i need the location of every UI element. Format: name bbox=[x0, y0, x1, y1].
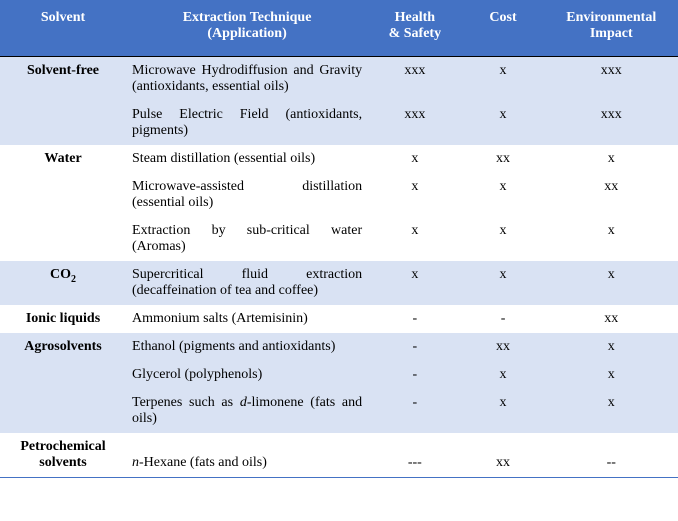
rating-hs: x bbox=[411, 267, 418, 282]
rating-env: x bbox=[608, 223, 615, 238]
rating-env: xxx bbox=[601, 107, 622, 122]
technique-text: Microwave Hydrodiffusion and Gravity (an… bbox=[132, 63, 362, 94]
rating-hs: --- bbox=[408, 455, 422, 470]
rating-env: -- bbox=[607, 455, 616, 470]
technique-text: Supercritical fluid extraction (decaffei… bbox=[132, 267, 362, 298]
table-row: Microwave-assisted distillation (essenti… bbox=[0, 173, 678, 217]
technique-text: Ammonium salts (Artemisinin) bbox=[132, 311, 308, 326]
technique-text: Steam distillation (essential oils) bbox=[132, 151, 315, 166]
rating-hs: - bbox=[413, 367, 418, 382]
technique-text: Extraction by sub-critical water (Aromas… bbox=[132, 223, 362, 254]
rating-hs: - bbox=[413, 395, 418, 410]
rating-cost: x bbox=[500, 107, 507, 122]
technique-text: Glycerol (polyphenols) bbox=[132, 367, 262, 382]
rating-env: x bbox=[608, 339, 615, 354]
technique-text: Terpenes such as d-limonene (fats and oi… bbox=[132, 395, 362, 426]
solvent-group: Agrosolvents bbox=[24, 339, 102, 354]
rating-cost: x bbox=[500, 395, 507, 410]
extraction-techniques-table: Solvent Extraction Technique(Application)… bbox=[0, 0, 678, 478]
rating-cost: x bbox=[500, 367, 507, 382]
rating-cost: - bbox=[501, 311, 506, 326]
table-header-row: Solvent Extraction Technique(Application)… bbox=[0, 0, 678, 57]
table-row: Glycerol (polyphenols) - x x bbox=[0, 361, 678, 389]
technique-text: n-Hexane (fats and oils) bbox=[132, 455, 267, 470]
rating-env: xx bbox=[604, 311, 618, 326]
rating-hs: xxx bbox=[404, 63, 425, 78]
rating-cost: xx bbox=[496, 455, 510, 470]
solvent-group: Petrochemical solvents bbox=[20, 439, 105, 470]
rating-hs: x bbox=[411, 223, 418, 238]
rating-cost: x bbox=[500, 223, 507, 238]
rating-cost: x bbox=[500, 267, 507, 282]
solvent-group: Water bbox=[44, 151, 81, 166]
technique-text: Microwave-assisted distillation (essenti… bbox=[132, 179, 362, 210]
table-row: Terpenes such as d-limonene (fats and oi… bbox=[0, 389, 678, 433]
rating-env: x bbox=[608, 395, 615, 410]
rating-env: x bbox=[608, 267, 615, 282]
rating-cost: xx bbox=[496, 339, 510, 354]
rating-env: xx bbox=[604, 179, 618, 194]
header-hs-l2: & Safety bbox=[389, 26, 442, 41]
table-row: CO2 Supercritical fluid extraction (decaf… bbox=[0, 261, 678, 305]
rating-hs: xxx bbox=[404, 107, 425, 122]
solvent-group: CO2 bbox=[50, 267, 76, 282]
table-row: Water Steam distillation (essential oils)… bbox=[0, 145, 678, 173]
header-env-l2: Impact bbox=[590, 26, 633, 41]
table-row: Petrochemical solvents n-Hexane (fats and… bbox=[0, 433, 678, 477]
header-solvent: Solvent bbox=[41, 10, 85, 25]
rating-hs: x bbox=[411, 151, 418, 166]
header-technique-l2: (Application) bbox=[207, 26, 286, 41]
table-row: Extraction by sub-critical water (Aromas… bbox=[0, 217, 678, 261]
solvent-group: Ionic liquids bbox=[26, 311, 100, 326]
rating-env: x bbox=[608, 151, 615, 166]
table-row: Solvent-free Microwave Hydrodiffusion and… bbox=[0, 57, 678, 102]
rating-env: x bbox=[608, 367, 615, 382]
rating-env: xxx bbox=[601, 63, 622, 78]
header-cost: Cost bbox=[489, 10, 516, 25]
technique-text: Ethanol (pigments and antioxidants) bbox=[132, 339, 335, 354]
header-env-l1: Environmental bbox=[566, 10, 656, 25]
solvent-group: Solvent-free bbox=[27, 63, 99, 78]
rating-hs: - bbox=[413, 311, 418, 326]
rating-cost: x bbox=[500, 63, 507, 78]
header-hs-l1: Health bbox=[395, 10, 435, 25]
table-row: Pulse Electric Field (antioxidants, pigm… bbox=[0, 101, 678, 145]
rating-hs: x bbox=[411, 179, 418, 194]
table-footer-rule bbox=[0, 477, 678, 478]
rating-hs: - bbox=[413, 339, 418, 354]
technique-text: Pulse Electric Field (antioxidants, pigm… bbox=[132, 107, 362, 138]
rating-cost: x bbox=[500, 179, 507, 194]
table-row: Ionic liquids Ammonium salts (Artemisinin… bbox=[0, 305, 678, 333]
header-technique-l1: Extraction Technique bbox=[183, 10, 312, 25]
rating-cost: xx bbox=[496, 151, 510, 166]
table-row: Agrosolvents Ethanol (pigments and antiox… bbox=[0, 333, 678, 361]
